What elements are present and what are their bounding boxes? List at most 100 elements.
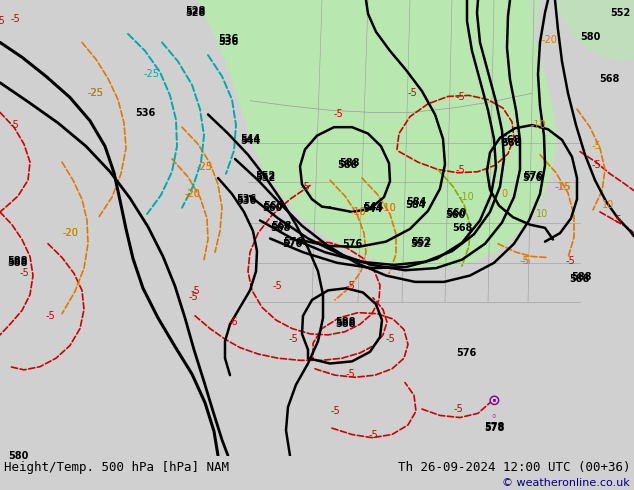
Polygon shape bbox=[330, 0, 540, 96]
Text: -20: -20 bbox=[62, 228, 78, 238]
Text: 536: 536 bbox=[236, 194, 256, 204]
Text: -5: -5 bbox=[333, 109, 343, 120]
Text: Th 26-09-2024 12:00 UTC (00+36): Th 26-09-2024 12:00 UTC (00+36) bbox=[398, 461, 630, 474]
Text: 578: 578 bbox=[484, 422, 504, 432]
Text: 560: 560 bbox=[263, 200, 283, 211]
Text: 584: 584 bbox=[406, 197, 426, 207]
Text: -5: -5 bbox=[45, 311, 55, 321]
Text: 584: 584 bbox=[405, 199, 425, 210]
Text: 544: 544 bbox=[362, 204, 382, 214]
Text: Height/Temp. 500 hPa [hPa] NAM: Height/Temp. 500 hPa [hPa] NAM bbox=[4, 461, 229, 474]
Text: -5: -5 bbox=[9, 120, 19, 130]
Text: -5: -5 bbox=[288, 334, 298, 344]
Text: -15: -15 bbox=[555, 181, 571, 192]
Text: -5: -5 bbox=[455, 93, 465, 102]
Text: -10: -10 bbox=[350, 207, 366, 217]
Text: -25: -25 bbox=[144, 69, 160, 79]
Text: -5: -5 bbox=[10, 14, 20, 24]
Text: -5: -5 bbox=[385, 334, 395, 344]
Text: 552: 552 bbox=[410, 239, 430, 249]
Text: -5: -5 bbox=[591, 160, 601, 171]
Text: -5: -5 bbox=[19, 269, 29, 278]
Text: -5: -5 bbox=[190, 287, 200, 296]
Text: -5: -5 bbox=[272, 281, 282, 291]
Text: -25: -25 bbox=[197, 163, 213, 172]
Text: 536: 536 bbox=[236, 196, 256, 206]
Text: ⊙: ⊙ bbox=[488, 393, 500, 408]
Text: 568: 568 bbox=[270, 223, 290, 233]
Text: -10: -10 bbox=[380, 203, 396, 213]
Text: 560: 560 bbox=[262, 203, 282, 213]
Text: -20: -20 bbox=[62, 228, 78, 238]
Text: 568: 568 bbox=[500, 135, 520, 145]
Text: 588: 588 bbox=[336, 317, 356, 327]
Text: -5: -5 bbox=[368, 430, 378, 440]
Text: 588: 588 bbox=[571, 271, 592, 282]
Text: 568: 568 bbox=[452, 223, 472, 233]
Text: -5: -5 bbox=[345, 369, 355, 379]
Text: 536: 536 bbox=[218, 37, 238, 48]
Text: 576: 576 bbox=[283, 237, 303, 246]
Text: 580: 580 bbox=[8, 451, 28, 461]
Text: 552: 552 bbox=[255, 173, 275, 183]
Text: 544: 544 bbox=[240, 134, 260, 144]
Text: -20: -20 bbox=[184, 189, 200, 199]
Text: 576: 576 bbox=[342, 239, 362, 249]
Polygon shape bbox=[558, 0, 634, 60]
Text: 568: 568 bbox=[271, 220, 291, 231]
Text: -15: -15 bbox=[554, 181, 570, 192]
Text: -5: -5 bbox=[612, 216, 622, 225]
Text: 580: 580 bbox=[580, 32, 600, 42]
Text: 576: 576 bbox=[522, 173, 542, 183]
Text: -5: -5 bbox=[407, 88, 417, 98]
Text: 0: 0 bbox=[501, 189, 507, 199]
Text: 10: 10 bbox=[602, 199, 614, 210]
Text: 552: 552 bbox=[255, 171, 275, 181]
Text: -10: -10 bbox=[458, 192, 474, 202]
Text: 544: 544 bbox=[363, 202, 383, 212]
Text: -25: -25 bbox=[88, 88, 104, 98]
Polygon shape bbox=[198, 0, 556, 268]
Text: 576: 576 bbox=[523, 171, 543, 181]
Text: -5: -5 bbox=[330, 406, 340, 416]
Text: -10: -10 bbox=[530, 120, 546, 130]
Text: 568: 568 bbox=[501, 138, 521, 148]
Text: -5: -5 bbox=[565, 256, 575, 266]
Text: 588: 588 bbox=[570, 274, 590, 284]
Text: 536: 536 bbox=[135, 108, 155, 119]
Text: 576: 576 bbox=[456, 348, 476, 358]
Text: -20: -20 bbox=[541, 35, 557, 45]
Text: 544: 544 bbox=[240, 136, 260, 146]
Text: 552: 552 bbox=[610, 8, 630, 18]
Text: 560: 560 bbox=[445, 210, 465, 220]
Text: -5: -5 bbox=[521, 256, 531, 266]
Text: © weatheronline.co.uk: © weatheronline.co.uk bbox=[502, 478, 630, 488]
Text: 536: 536 bbox=[218, 34, 238, 44]
Text: -5: -5 bbox=[519, 256, 529, 266]
Text: -5: -5 bbox=[300, 181, 310, 192]
Text: 10: 10 bbox=[536, 209, 548, 219]
Text: 576: 576 bbox=[282, 239, 302, 249]
Text: 578: 578 bbox=[484, 423, 504, 433]
Text: -25: -25 bbox=[88, 88, 104, 98]
Text: -10: -10 bbox=[380, 203, 396, 213]
Text: 528: 528 bbox=[185, 8, 205, 18]
Text: -10: -10 bbox=[350, 207, 366, 217]
Text: 528: 528 bbox=[185, 5, 205, 16]
Text: ◦: ◦ bbox=[491, 413, 497, 422]
Text: -5: -5 bbox=[345, 281, 355, 291]
Text: 588: 588 bbox=[339, 158, 359, 168]
Text: 588: 588 bbox=[335, 319, 355, 329]
Text: -25: -25 bbox=[197, 163, 213, 172]
Text: 560: 560 bbox=[446, 208, 466, 218]
Text: -5: -5 bbox=[0, 16, 5, 26]
Text: -6: -6 bbox=[228, 317, 238, 327]
Text: 588: 588 bbox=[338, 160, 358, 171]
Text: -5: -5 bbox=[455, 165, 465, 174]
Text: -5: -5 bbox=[591, 141, 601, 151]
Text: -20: -20 bbox=[184, 189, 200, 199]
Text: 552: 552 bbox=[411, 237, 431, 246]
Text: -25: -25 bbox=[88, 88, 104, 98]
Text: 568: 568 bbox=[598, 74, 619, 84]
Text: -5: -5 bbox=[453, 404, 463, 414]
